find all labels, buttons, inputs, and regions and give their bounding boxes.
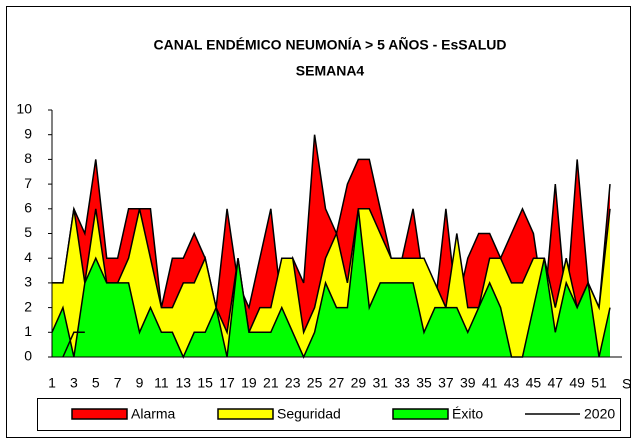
x-tick-label: 1 [48,375,56,391]
area-outline [52,208,611,335]
x-tick-label: 3 [70,375,78,391]
y-tick-label: 5 [24,224,32,240]
area-fill [52,208,610,357]
y-tick-label: 8 [24,150,32,166]
legend-box [37,398,621,431]
y-tick-label: 4 [24,249,32,265]
y-tick-label: 6 [24,200,32,216]
legend-swatch [71,408,128,420]
x-tick-label: 11 [154,375,169,391]
legend-label: Éxito [452,406,483,422]
chart-title: CANAL ENDÉMICO NEUMONÍA > 5 AÑOS - EsSAL… [153,36,506,53]
legend-label: Alarma [131,406,176,422]
x-tick-label: 41 [482,375,498,391]
x-tick-label: 37 [438,375,454,391]
x-tick-label: 39 [460,375,476,391]
legend-label: 2020 [584,406,615,422]
line-series [62,331,85,358]
x-tick-label: 27 [329,375,345,391]
x-tick-label: 19 [241,375,257,391]
y-tick-label: 7 [24,175,32,191]
legend-swatch [217,408,274,420]
x-tick-label: 45 [526,375,542,391]
x-tick-label: 47 [548,375,564,391]
x-tick-label: 15 [197,375,213,391]
x-tick-label: 33 [394,375,410,391]
y-tick-label: 0 [24,348,32,364]
x-tick-label: 9 [136,375,144,391]
x-tick-label: 25 [307,375,323,391]
x-tick-label: 51 [591,375,607,391]
x-tick-label: 31 [372,375,388,391]
x-tick-label: 13 [176,375,192,391]
x-tick-label: 23 [285,375,301,391]
chart-subtitle: SEMANA4 [296,63,365,79]
x-tick-label: 21 [263,375,279,391]
y-tick-label: 1 [24,323,32,339]
y-tick-label: 10 [16,101,32,117]
x-tick-label: 29 [351,375,367,391]
area-outline [52,134,611,311]
x-tick-label: 5 [92,375,100,391]
y-tick-label: 2 [24,298,32,314]
x-tick-label: 35 [416,375,432,391]
x-tick-label: 17 [219,375,235,391]
x-tick-label: 49 [569,375,585,391]
legend-swatch [392,408,449,420]
area-fill [52,208,610,357]
x-tick-label: 7 [114,375,122,391]
y-tick-label: 9 [24,125,32,141]
y-tick-label: 3 [24,274,32,290]
x-axis-label: S [622,376,631,392]
x-tick-label: 43 [504,375,520,391]
legend-label: Seguridad [277,406,341,422]
